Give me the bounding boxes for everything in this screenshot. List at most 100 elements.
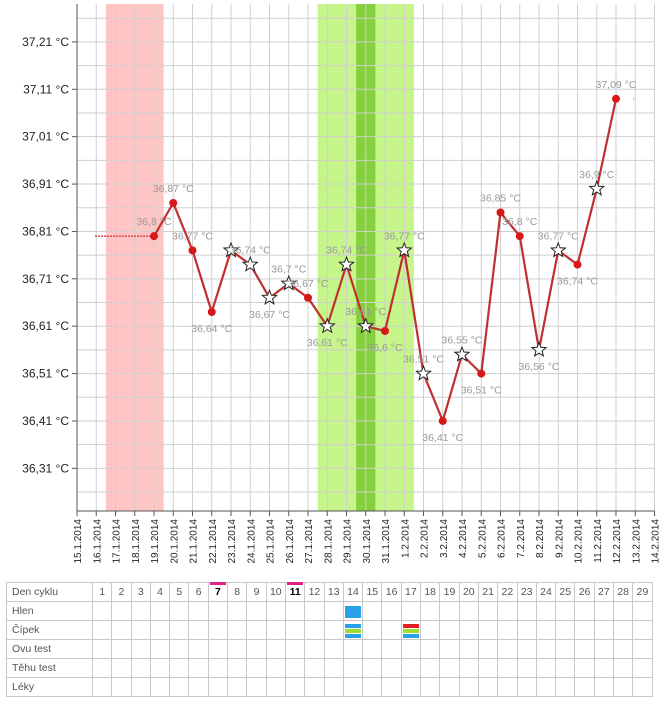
mark-cell[interactable] xyxy=(188,639,209,659)
mark-cell[interactable] xyxy=(574,639,595,659)
mark-cell[interactable] xyxy=(323,658,344,678)
mark-cell[interactable] xyxy=(458,620,479,640)
mark-cell[interactable] xyxy=(265,677,286,697)
mark-cell[interactable] xyxy=(323,639,344,659)
mark-cell[interactable] xyxy=(246,620,267,640)
mark-cell[interactable] xyxy=(169,639,190,659)
mark-cell[interactable] xyxy=(284,601,306,621)
mark-cell[interactable] xyxy=(574,620,595,640)
mark-cell[interactable] xyxy=(323,677,344,697)
mark-cell[interactable] xyxy=(516,677,537,697)
mark-cell[interactable] xyxy=(149,620,171,640)
mark-cell[interactable] xyxy=(632,601,653,621)
mark-cell[interactable] xyxy=(381,639,402,659)
mark-cell[interactable] xyxy=(400,639,422,659)
mark-cell[interactable] xyxy=(342,601,364,621)
mark-cell[interactable] xyxy=(111,658,132,678)
mark-cell[interactable] xyxy=(593,639,615,659)
mark-cell[interactable] xyxy=(555,620,576,640)
mark-cell[interactable] xyxy=(613,658,634,678)
mark-cell[interactable] xyxy=(304,639,325,659)
mark-cell[interactable] xyxy=(400,601,422,621)
mark-cell[interactable] xyxy=(555,639,576,659)
mark-cell[interactable] xyxy=(632,620,653,640)
mark-cell[interactable] xyxy=(362,639,383,659)
mark-cell[interactable] xyxy=(420,639,441,659)
mark-cell[interactable] xyxy=(458,639,479,659)
mark-cell[interactable] xyxy=(188,658,209,678)
mark-cell[interactable] xyxy=(304,620,325,640)
mark-cell[interactable] xyxy=(149,601,171,621)
mark-cell[interactable] xyxy=(420,658,441,678)
mark-cell[interactable] xyxy=(284,639,306,659)
mark-cell[interactable] xyxy=(555,601,576,621)
mark-cell[interactable] xyxy=(497,658,518,678)
mark-cell[interactable] xyxy=(535,677,557,697)
mark-cell[interactable] xyxy=(284,658,306,678)
mark-cell[interactable] xyxy=(130,658,151,678)
mark-cell[interactable] xyxy=(477,601,499,621)
mark-cell[interactable] xyxy=(381,601,402,621)
mark-cell[interactable] xyxy=(304,601,325,621)
mark-cell[interactable] xyxy=(284,620,306,640)
mark-cell[interactable] xyxy=(169,677,190,697)
mark-cell[interactable] xyxy=(304,677,325,697)
mark-cell[interactable] xyxy=(111,677,132,697)
mark-cell[interactable] xyxy=(593,601,615,621)
mark-cell[interactable] xyxy=(342,620,364,640)
mark-cell[interactable] xyxy=(207,639,229,659)
mark-cell[interactable] xyxy=(265,601,286,621)
mark-cell[interactable] xyxy=(342,639,364,659)
mark-cell[interactable] xyxy=(130,677,151,697)
mark-cell[interactable] xyxy=(593,658,615,678)
mark-cell[interactable] xyxy=(555,677,576,697)
mark-cell[interactable] xyxy=(169,658,190,678)
mark-cell[interactable] xyxy=(265,658,286,678)
mark-cell[interactable] xyxy=(130,601,151,621)
mark-cell[interactable] xyxy=(227,658,248,678)
mark-cell[interactable] xyxy=(207,620,229,640)
mark-cell[interactable] xyxy=(362,601,383,621)
mark-cell[interactable] xyxy=(400,677,422,697)
mark-cell[interactable] xyxy=(593,620,615,640)
mark-cell[interactable] xyxy=(130,620,151,640)
mark-cell[interactable] xyxy=(516,639,537,659)
mark-cell[interactable] xyxy=(265,639,286,659)
mark-cell[interactable] xyxy=(497,639,518,659)
mark-cell[interactable] xyxy=(439,601,460,621)
mark-cell[interactable] xyxy=(188,620,209,640)
mark-cell[interactable] xyxy=(458,658,479,678)
mark-cell[interactable] xyxy=(420,620,441,640)
mark-cell[interactable] xyxy=(458,677,479,697)
mark-cell[interactable] xyxy=(207,601,229,621)
mark-cell[interactable] xyxy=(91,658,113,678)
mark-cell[interactable] xyxy=(169,620,190,640)
mark-cell[interactable] xyxy=(304,658,325,678)
mark-cell[interactable] xyxy=(246,601,267,621)
mark-cell[interactable] xyxy=(227,677,248,697)
mark-cell[interactable] xyxy=(632,658,653,678)
mark-cell[interactable] xyxy=(574,601,595,621)
mark-cell[interactable] xyxy=(362,620,383,640)
mark-cell[interactable] xyxy=(400,620,422,640)
mark-cell[interactable] xyxy=(149,658,171,678)
mark-cell[interactable] xyxy=(246,677,267,697)
mark-cell[interactable] xyxy=(323,620,344,640)
mark-cell[interactable] xyxy=(613,601,634,621)
mark-cell[interactable] xyxy=(613,620,634,640)
mark-cell[interactable] xyxy=(535,658,557,678)
mark-cell[interactable] xyxy=(477,677,499,697)
mark-cell[interactable] xyxy=(420,601,441,621)
mark-cell[interactable] xyxy=(111,620,132,640)
mark-cell[interactable] xyxy=(130,639,151,659)
mark-cell[interactable] xyxy=(91,601,113,621)
mark-cell[interactable] xyxy=(439,658,460,678)
mark-cell[interactable] xyxy=(342,658,364,678)
mark-cell[interactable] xyxy=(188,601,209,621)
mark-cell[interactable] xyxy=(91,677,113,697)
mark-cell[interactable] xyxy=(555,658,576,678)
mark-cell[interactable] xyxy=(227,639,248,659)
mark-cell[interactable] xyxy=(477,639,499,659)
mark-cell[interactable] xyxy=(458,601,479,621)
mark-cell[interactable] xyxy=(535,639,557,659)
